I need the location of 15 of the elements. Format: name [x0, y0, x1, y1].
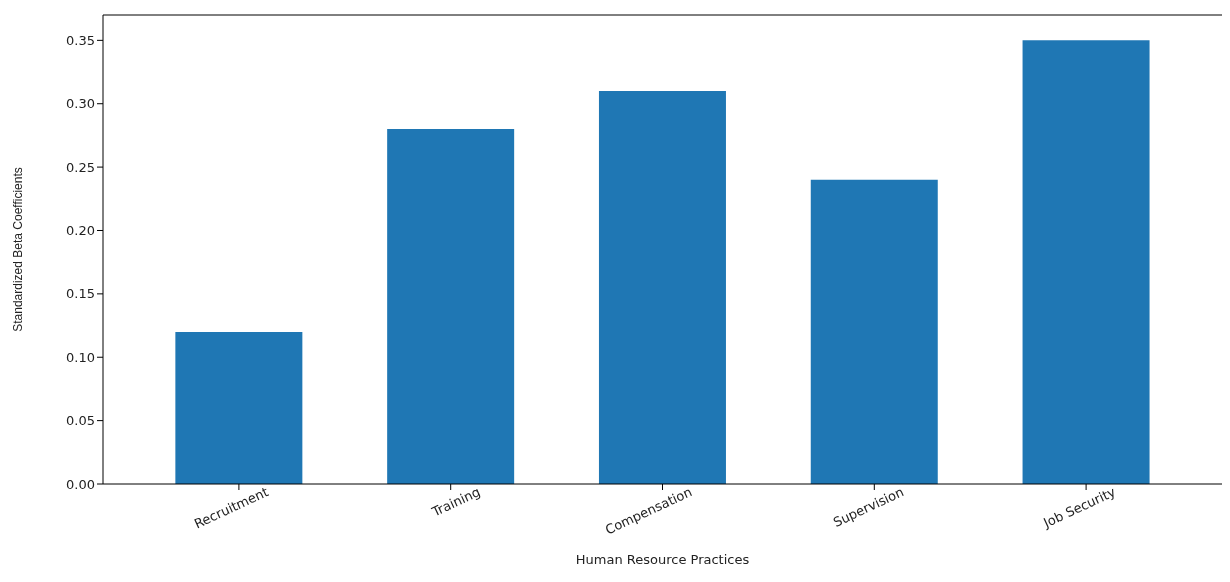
y-tick-label: 0.00: [66, 476, 95, 492]
y-tick-label: 0.30: [66, 96, 95, 112]
y-tick-label: 0.05: [66, 413, 95, 429]
y-tick-label: 0.15: [66, 286, 95, 302]
y-tick-label: 0.10: [66, 349, 95, 365]
y-axis-title: Standardized Beta Coefficients: [11, 167, 26, 332]
bar: [1022, 40, 1150, 484]
bar: [387, 129, 515, 484]
y-tick-label: 0.35: [66, 32, 95, 48]
bar: [598, 91, 726, 484]
x-axis-title: Human Resource Practices: [575, 552, 750, 567]
bar: [810, 179, 938, 484]
y-tick-label: 0.25: [66, 159, 95, 175]
bar: [175, 331, 303, 484]
y-tick-label: 0.20: [66, 223, 95, 239]
